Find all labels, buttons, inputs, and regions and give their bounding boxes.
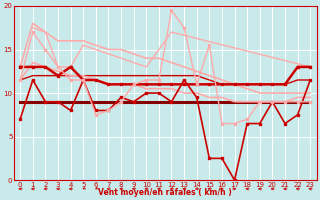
X-axis label: Vent moyen/en rafales ( km/h ): Vent moyen/en rafales ( km/h ) xyxy=(98,188,232,197)
